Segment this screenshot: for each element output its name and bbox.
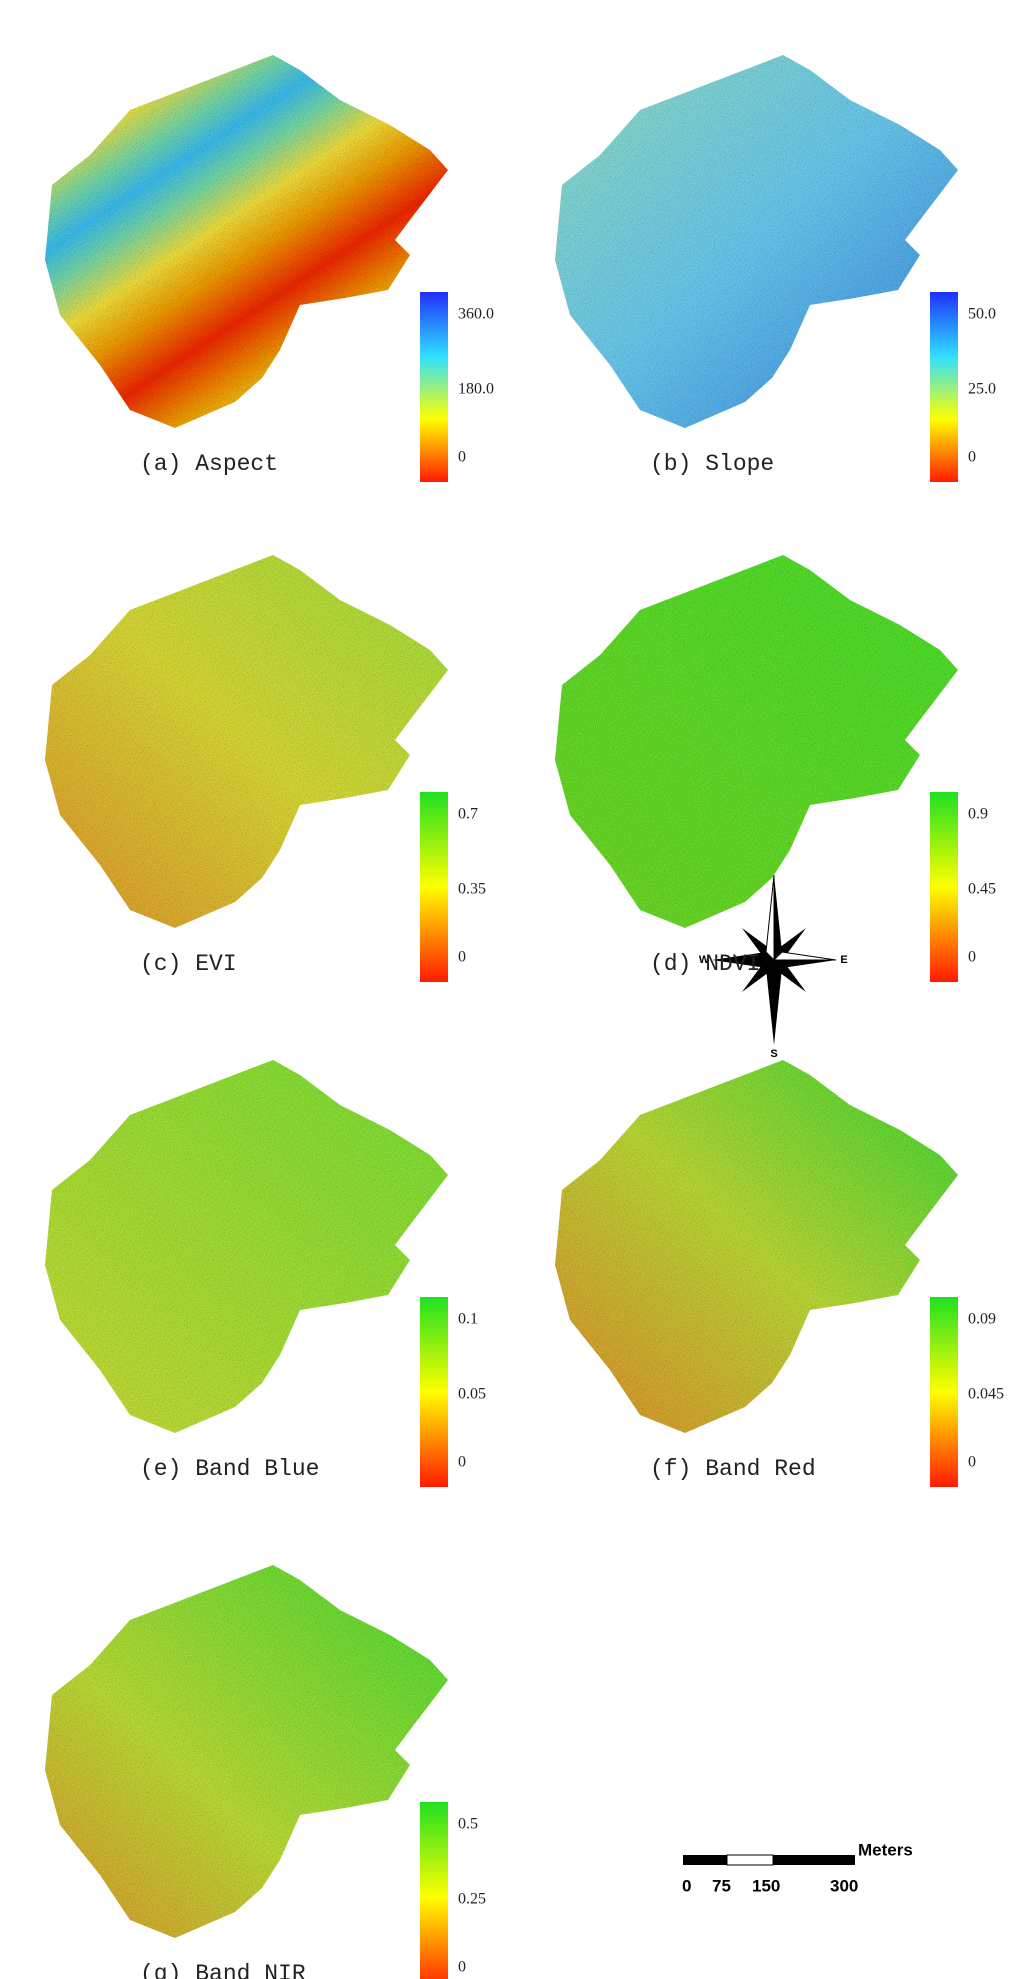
compass-w: W <box>699 954 710 966</box>
compass-e: E <box>840 954 847 966</box>
colorbar <box>930 792 958 982</box>
legend-label: 0.45 <box>968 881 996 898</box>
colorbar <box>420 792 448 982</box>
scale-label: 0 <box>682 1876 691 1895</box>
map <box>45 55 448 428</box>
scale-bar: Meters 0 75 150 300 <box>682 1840 913 1895</box>
map-panel: (c) EVI 0.7 0.35 0 <box>45 555 486 982</box>
map-panel: (e) Band Blue 0.1 0.05 0 <box>45 1060 486 1487</box>
legend-label: 0 <box>458 1959 466 1976</box>
colorbar <box>420 1297 448 1487</box>
caption: (c) EVI <box>140 951 237 977</box>
caption: (e) Band Blue <box>140 1456 319 1482</box>
colorbar <box>420 292 448 482</box>
legend-label: 0.5 <box>458 1816 478 1833</box>
map-panel: (a) Aspect 360.0 180.0 0 <box>45 55 494 482</box>
caption: (f) Band Red <box>650 1456 816 1482</box>
colorbar <box>420 1802 448 1979</box>
legend-label: 0 <box>968 1454 976 1471</box>
legend-label: 0.1 <box>458 1311 478 1328</box>
legend-label: 0 <box>968 449 976 466</box>
caption: (g) Band NIR <box>140 1961 306 1979</box>
map <box>45 555 448 928</box>
legend-label: 0.09 <box>968 1311 996 1328</box>
compass: N S W E <box>699 861 848 1060</box>
map <box>45 1565 448 1938</box>
legend-label: 50.0 <box>968 306 996 323</box>
legend-label: 0.35 <box>458 881 486 898</box>
map-panel: (d) NDVI 0.9 0.45 0 <box>555 555 996 982</box>
legend-label: 0.9 <box>968 806 988 823</box>
legend-label: 0 <box>458 449 466 466</box>
compass-s: S <box>770 1048 777 1060</box>
legend-label: 0 <box>458 1454 466 1471</box>
scale-unit: Meters <box>858 1840 913 1859</box>
map <box>45 1060 448 1433</box>
map-panel: (b) Slope 50.0 25.0 0 <box>555 55 996 482</box>
legend-label: 0.05 <box>458 1386 486 1403</box>
caption: (b) Slope <box>650 451 774 477</box>
caption: (a) Aspect <box>140 451 278 477</box>
legend-label: 360.0 <box>458 306 494 323</box>
legend-label: 0.25 <box>458 1891 486 1908</box>
map <box>555 55 958 428</box>
map <box>555 1060 958 1433</box>
map-panel: (f) Band Red 0.09 0.045 0 <box>555 1060 1004 1487</box>
legend-label: 0.7 <box>458 806 478 823</box>
caption: (d) NDVI <box>650 951 760 977</box>
colorbar <box>930 292 958 482</box>
legend-label: 180.0 <box>458 381 494 398</box>
colorbar <box>930 1297 958 1487</box>
legend-label: 25.0 <box>968 381 996 398</box>
scale-label: 75 <box>712 1876 731 1895</box>
scale-label: 150 <box>752 1876 780 1895</box>
map-panel: (g) Band NIR 0.5 0.25 0 <box>45 1565 486 1979</box>
legend-label: 0.045 <box>968 1386 1004 1403</box>
scale-label: 300 <box>830 1876 858 1895</box>
map <box>555 555 958 928</box>
legend-label: 0 <box>968 949 976 966</box>
legend-label: 0 <box>458 949 466 966</box>
